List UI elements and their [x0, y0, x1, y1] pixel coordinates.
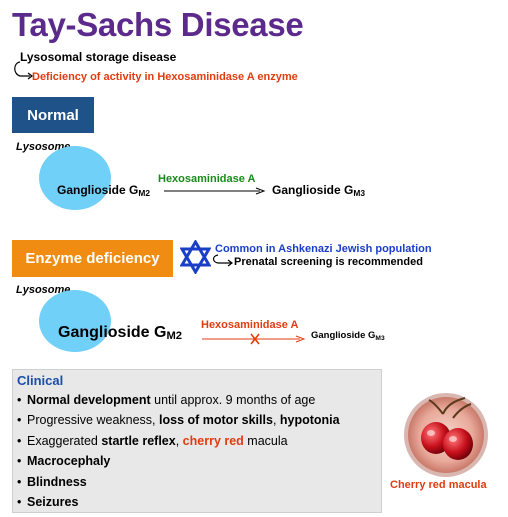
deficiency-label-box: Enzyme deficiency	[12, 240, 173, 277]
deficiency-note: Deficiency of activity in Hexosaminidase…	[32, 71, 298, 83]
clinical-item-text: Progressive weakness,	[27, 413, 160, 428]
clinical-item: • Blindness	[17, 472, 340, 492]
clinical-item-text: cherry red	[182, 433, 244, 448]
clinical-item: • Normal development until approx. 9 mont…	[17, 390, 340, 410]
enzyme-label-normal: Hexosaminidase A	[158, 173, 256, 185]
clinical-list: • Normal development until approx. 9 mont…	[17, 390, 340, 512]
star-of-david-icon	[180, 240, 211, 274]
substrate-deficient: Ganglioside GM2	[58, 324, 183, 342]
clinical-item: • Progressive weakness, loss of motor ski…	[17, 410, 340, 430]
hook-arrow-icon	[14, 61, 33, 80]
clinical-item: • Seizures	[17, 492, 340, 512]
lysosome-circle-normal	[39, 146, 111, 210]
product-deficient: Ganglioside GM3	[311, 330, 385, 342]
page-title: Tay-Sachs Disease	[12, 6, 304, 43]
blocked-reaction-arrow	[202, 333, 306, 345]
substrate-normal: Ganglioside GM2	[57, 183, 150, 198]
clinical-item-text: Seizures	[27, 494, 79, 509]
clinical-item-text: Normal development	[27, 393, 151, 407]
clinical-title: Clinical	[17, 373, 64, 388]
clinical-item-text: Macrocephaly	[27, 454, 111, 469]
clinical-item: • Exaggerated startle reflex, cherry red …	[17, 431, 340, 451]
bullet: •	[17, 474, 22, 489]
population-note: Common in Ashkenazi Jewish population	[215, 243, 432, 255]
enzyme-label-deficient: Hexosaminidase A	[201, 319, 299, 331]
clinical-item: • Macrocephaly	[17, 451, 340, 471]
clinical-item-text: startle reflex	[101, 433, 176, 448]
bullet: •	[17, 454, 22, 469]
clinical-item-text: ,	[175, 433, 183, 448]
cherry-macula-image	[404, 393, 488, 477]
subtitle: Lysosomal storage disease	[20, 50, 177, 64]
lysosome-circle-deficient	[39, 290, 111, 352]
bullet: •	[17, 433, 22, 448]
clinical-item-text: Exaggerated	[27, 433, 102, 448]
bullet: •	[17, 393, 22, 407]
bullet: •	[17, 494, 22, 509]
screening-note: Prenatal screening is recommended	[234, 256, 423, 268]
reaction-arrow-normal	[164, 187, 266, 195]
clinical-item-text: ,	[272, 413, 280, 428]
clinical-item-text: until approx. 9 months of age	[150, 393, 316, 407]
clinical-box	[12, 369, 382, 513]
clinical-item-text: Blindness	[27, 474, 87, 489]
clinical-item-text: loss of motor skills	[159, 413, 273, 428]
clinical-item-text: macula	[243, 433, 288, 448]
hook-arrow-icon	[212, 254, 233, 267]
bullet: •	[17, 413, 22, 428]
cherry-caption: Cherry red macula	[390, 479, 487, 491]
clinical-item-text: hypotonia	[279, 413, 340, 428]
product-normal: Ganglioside GM3	[272, 183, 365, 198]
normal-label-box: Normal	[12, 97, 94, 133]
